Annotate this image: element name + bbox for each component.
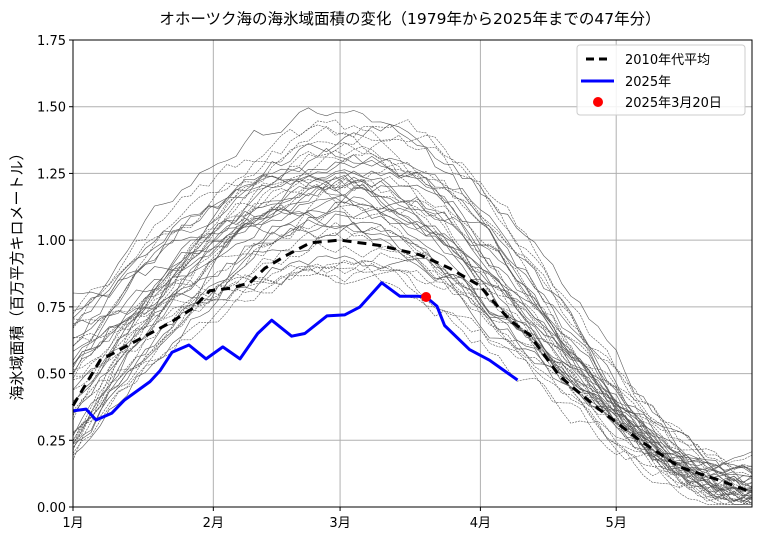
y-tick-label: 1.25 [37,167,66,182]
avg-2010s-line [71,238,753,494]
y-tick-label: 0.50 [37,368,66,383]
legend-label-2025: 2025年 [625,75,671,90]
year-line [73,265,753,505]
year-2025-line [72,281,519,422]
year-line [72,262,753,491]
year-line [72,196,753,484]
y-axis-label: 海氷域面積（百万平方キロメートル） [8,145,26,400]
year-line [72,222,753,500]
year-line [72,199,753,503]
x-tick-label: 1月 [62,516,83,531]
year-line [72,181,753,473]
year-line [72,147,753,483]
year-line [72,171,753,469]
marker-2025-03-20 [421,291,432,302]
x-tick-label: 4月 [470,516,491,531]
background-year-lines [72,107,753,505]
year-line [72,194,753,472]
legend-label-avg: 2010年代平均 [625,53,710,68]
legend-swatch-marker [593,97,603,107]
y-tick-label: 0.00 [37,501,66,516]
plot-frame [72,39,753,508]
year-line [72,221,753,473]
year-line [72,261,752,505]
year-line [72,134,753,472]
year-line [72,242,753,505]
x-tick-label: 5月 [606,516,627,531]
legend-box [576,44,746,116]
year-line [72,134,752,505]
year-line [72,157,753,498]
year-line [72,259,753,504]
year-line [72,123,753,474]
year-line [72,255,753,486]
year-line [72,211,753,488]
year-line [72,181,753,502]
y-tick-label: 1.50 [37,101,66,116]
x-tick-label: 2月 [203,516,224,531]
year-line [72,174,753,494]
year-line [72,119,753,469]
year-line [72,225,753,494]
y-tick-label: 1.75 [37,34,66,49]
year-line [72,177,753,498]
y-tick-label: 0.25 [37,434,66,449]
year-line [72,252,753,505]
y-tick-label: 0.75 [37,301,66,316]
year-line [72,170,753,492]
y-axis-ticks: 0.00 0.25 0.50 0.75 1.00 1.25 1.50 1.75 [37,34,73,516]
year-line [72,176,753,505]
year-line [72,145,753,494]
series-lines [71,238,753,494]
year-line [72,266,753,498]
legend-label-marker: 2025年3月20日 [625,96,722,111]
year-line [72,219,753,496]
chart-title: オホーツク海の海氷域面積の変化（1979年から2025年までの47年分） [159,10,660,28]
year-line [72,162,753,488]
year-line [72,119,753,477]
x-tick-label: 3月 [329,516,350,531]
x-axis-ticks: 1月 2月 3月 4月 5月 [62,507,627,531]
y-tick-label: 1.00 [37,234,66,249]
legend: 2010年代平均 2025年 2025年3月20日 [576,44,746,116]
year-line [72,124,753,505]
year-line [72,167,753,503]
year-line [72,154,753,497]
